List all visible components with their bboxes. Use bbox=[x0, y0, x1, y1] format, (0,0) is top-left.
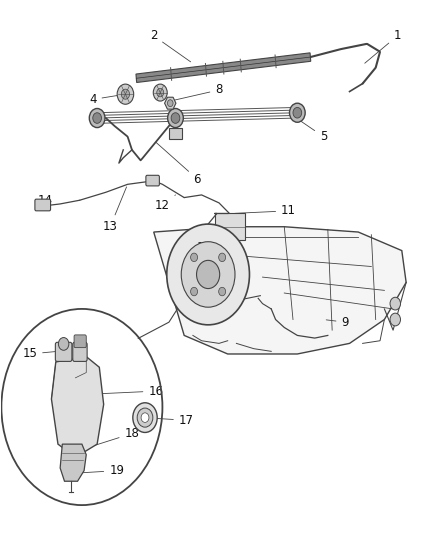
Circle shape bbox=[171, 113, 180, 123]
Text: 8: 8 bbox=[173, 84, 223, 100]
Text: 19: 19 bbox=[76, 464, 124, 477]
Circle shape bbox=[197, 260, 220, 288]
Circle shape bbox=[121, 89, 130, 99]
Circle shape bbox=[153, 84, 167, 101]
Text: 9: 9 bbox=[326, 316, 349, 329]
Circle shape bbox=[167, 100, 173, 107]
Circle shape bbox=[167, 224, 250, 325]
Text: 1: 1 bbox=[365, 29, 401, 63]
Polygon shape bbox=[215, 214, 245, 240]
Circle shape bbox=[293, 108, 302, 118]
Circle shape bbox=[58, 337, 69, 350]
FancyBboxPatch shape bbox=[73, 342, 87, 361]
Circle shape bbox=[390, 297, 400, 310]
Text: 2: 2 bbox=[150, 29, 191, 62]
Text: 6: 6 bbox=[156, 142, 201, 185]
Circle shape bbox=[290, 103, 305, 122]
Circle shape bbox=[390, 313, 400, 326]
Circle shape bbox=[133, 403, 157, 432]
Text: 12: 12 bbox=[155, 195, 176, 212]
Text: 18: 18 bbox=[85, 427, 139, 449]
Text: 13: 13 bbox=[103, 187, 127, 233]
Polygon shape bbox=[169, 127, 182, 139]
FancyBboxPatch shape bbox=[55, 342, 72, 361]
Text: 11: 11 bbox=[235, 204, 296, 217]
Circle shape bbox=[141, 413, 149, 422]
Polygon shape bbox=[165, 97, 176, 109]
Circle shape bbox=[191, 287, 198, 296]
Circle shape bbox=[219, 253, 226, 262]
Circle shape bbox=[89, 109, 105, 127]
Text: 5: 5 bbox=[293, 116, 327, 143]
Text: 17: 17 bbox=[145, 414, 194, 427]
FancyBboxPatch shape bbox=[74, 335, 86, 348]
Text: 15: 15 bbox=[22, 348, 55, 360]
Circle shape bbox=[191, 253, 198, 262]
Circle shape bbox=[219, 287, 226, 296]
Text: 10: 10 bbox=[196, 241, 211, 261]
Text: 14: 14 bbox=[37, 193, 53, 207]
Polygon shape bbox=[60, 444, 86, 481]
Text: 16: 16 bbox=[102, 385, 163, 398]
Circle shape bbox=[137, 408, 153, 427]
Circle shape bbox=[93, 113, 102, 123]
Polygon shape bbox=[51, 357, 104, 457]
Circle shape bbox=[157, 88, 164, 97]
Circle shape bbox=[181, 241, 235, 307]
Polygon shape bbox=[154, 227, 406, 354]
Polygon shape bbox=[136, 53, 311, 83]
Text: 4: 4 bbox=[89, 93, 123, 106]
Circle shape bbox=[168, 109, 184, 127]
FancyBboxPatch shape bbox=[35, 199, 50, 211]
FancyBboxPatch shape bbox=[146, 175, 159, 186]
Circle shape bbox=[117, 84, 134, 104]
